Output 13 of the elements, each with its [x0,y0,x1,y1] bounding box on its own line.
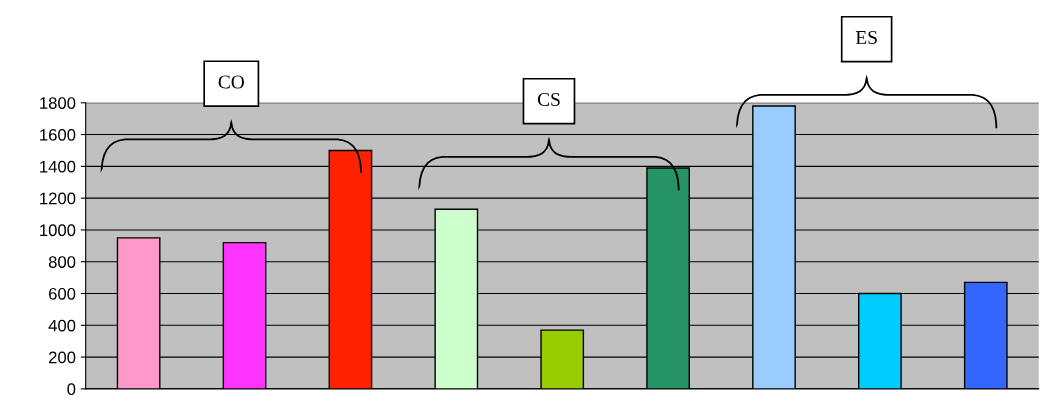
y-tick-label: 400 [48,319,76,332]
y-tick-label: 1800 [40,97,76,109]
annotation: CS [537,92,560,107]
y-tick-label: 1600 [40,128,76,141]
y-tick-label: 1000 [40,224,76,237]
y-tick-label: 0 [67,383,76,396]
y-tick-label: 200 [49,351,76,364]
text: CO [218,75,244,89]
y-tick-label: 1200 [40,192,76,205]
text: ES [855,30,877,45]
y-tick-label: 800 [48,256,76,268]
y-tick-label: 600 [49,287,76,300]
y-tick-label: 1400 [40,160,76,173]
